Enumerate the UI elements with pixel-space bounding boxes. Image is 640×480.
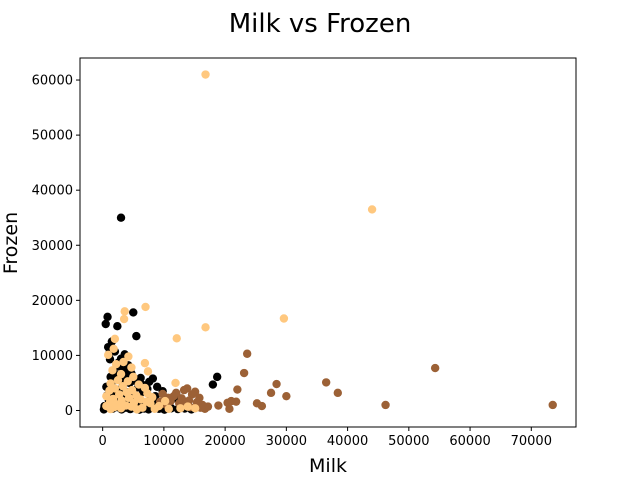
data-point-series-2 <box>548 400 557 410</box>
data-point-series-2 <box>266 388 276 398</box>
data-point-series-2 <box>214 401 223 410</box>
x-tick-label: 20000 <box>204 434 245 449</box>
y-tick-label: 60000 <box>32 74 73 89</box>
data-point-series-2 <box>239 368 249 378</box>
data-point-series-3 <box>190 404 200 413</box>
data-point-series-2 <box>223 398 232 407</box>
data-point-series-3 <box>201 323 210 332</box>
x-tick-label: 60000 <box>449 434 490 449</box>
data-point-series-3 <box>120 307 129 316</box>
data-point-series-3 <box>118 382 128 391</box>
data-point-series-1 <box>129 308 138 317</box>
data-point-series-1 <box>106 372 115 382</box>
data-point-series-2 <box>158 389 167 399</box>
data-point-series-3 <box>140 358 150 368</box>
y-tick-label: 10000 <box>32 349 73 364</box>
data-point-series-3 <box>201 70 210 79</box>
x-tick-label: 40000 <box>327 434 368 449</box>
data-point-series-3 <box>111 360 121 369</box>
data-point-series-2 <box>179 385 189 395</box>
data-point-series-2 <box>333 388 342 398</box>
data-point-series-3 <box>160 396 170 406</box>
data-point-series-1 <box>132 331 141 341</box>
x-tick-label: 0 <box>99 434 107 449</box>
data-point-series-3 <box>103 350 113 360</box>
data-point-series-1 <box>103 312 112 322</box>
x-axis-label: Milk <box>309 455 347 477</box>
y-tick-label: 0 <box>65 404 73 419</box>
data-point-series-3 <box>176 404 185 413</box>
data-point-series-2 <box>242 349 252 358</box>
data-point-series-2 <box>233 385 242 394</box>
data-point-series-3 <box>124 352 133 361</box>
data-point-series-1 <box>152 382 162 391</box>
y-tick-label: 20000 <box>32 294 73 309</box>
data-point-series-3 <box>119 357 128 367</box>
y-axis-label: Frozen <box>0 212 22 274</box>
data-point-series-3 <box>108 366 117 375</box>
data-point-series-3 <box>102 391 111 401</box>
data-point-series-3 <box>127 363 136 372</box>
data-point-series-1 <box>208 380 218 389</box>
data-point-series-3 <box>116 404 126 413</box>
data-point-series-3 <box>171 378 180 388</box>
data-point-series-2 <box>252 399 262 408</box>
data-point-series-2 <box>381 400 390 410</box>
data-points <box>99 70 557 414</box>
data-point-series-3 <box>110 334 120 344</box>
x-tick-label: 50000 <box>388 434 429 449</box>
data-point-series-3 <box>143 367 153 376</box>
x-tick-label: 10000 <box>143 434 184 449</box>
data-point-series-3 <box>164 404 173 414</box>
data-point-series-3 <box>119 314 129 324</box>
data-point-series-3 <box>150 404 159 414</box>
x-axis: 0 10000 20000 30000 40000 50000 60000 70000 <box>99 427 552 449</box>
data-point-series-1 <box>113 322 122 331</box>
data-point-series-3 <box>183 402 192 411</box>
x-tick-label: 70000 <box>511 434 552 449</box>
data-point-series-3 <box>113 375 123 385</box>
y-tick-label: 40000 <box>32 184 73 199</box>
data-point-series-1 <box>212 372 222 382</box>
data-point-series-1 <box>116 213 126 222</box>
data-point-series-3 <box>109 344 118 353</box>
y-tick-label: 30000 <box>32 239 73 254</box>
data-point-series-3 <box>172 334 181 343</box>
data-point-series-3 <box>141 302 150 312</box>
data-point-series-2 <box>282 391 291 401</box>
data-point-series-3 <box>142 397 151 406</box>
data-point-series-2 <box>430 363 440 373</box>
data-point-series-3 <box>132 405 142 414</box>
data-point-series-3 <box>367 205 377 214</box>
data-point-series-2 <box>272 379 281 389</box>
data-point-series-1 <box>101 319 110 329</box>
data-point-series-3 <box>279 314 289 323</box>
plot-area <box>79 57 577 428</box>
y-tick-label: 50000 <box>32 129 73 144</box>
data-point-series-3 <box>106 404 115 414</box>
y-axis: 0 10000 20000 30000 40000 50000 60000 <box>32 74 80 419</box>
x-tick-label: 30000 <box>266 434 307 449</box>
data-point-series-2 <box>321 378 331 387</box>
chart-title: Milk vs Frozen <box>229 9 412 39</box>
